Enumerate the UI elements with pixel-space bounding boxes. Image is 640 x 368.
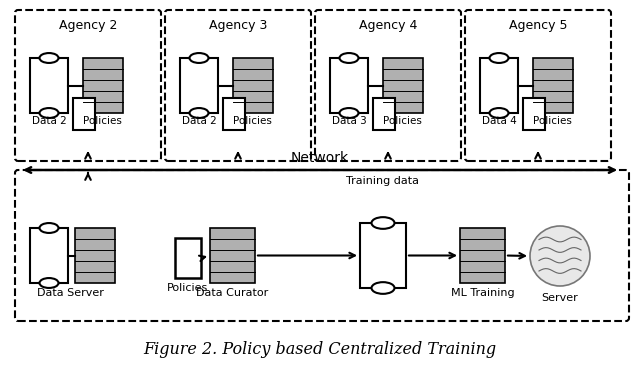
Text: Data 3: Data 3 — [332, 116, 366, 126]
Text: Network: Network — [291, 151, 349, 165]
Text: Agency 5: Agency 5 — [509, 18, 567, 32]
Ellipse shape — [40, 108, 58, 118]
FancyBboxPatch shape — [523, 98, 545, 130]
Text: Agency 2: Agency 2 — [59, 18, 117, 32]
Text: Data Curator: Data Curator — [196, 288, 269, 298]
Ellipse shape — [371, 282, 394, 294]
Text: ML Training: ML Training — [451, 288, 515, 298]
FancyBboxPatch shape — [460, 228, 505, 283]
Circle shape — [530, 226, 590, 286]
Ellipse shape — [339, 108, 358, 118]
Ellipse shape — [189, 53, 209, 63]
FancyBboxPatch shape — [83, 58, 123, 113]
Text: Data Server: Data Server — [36, 288, 104, 298]
FancyBboxPatch shape — [480, 58, 518, 113]
Text: Policies: Policies — [532, 116, 572, 126]
Ellipse shape — [490, 108, 509, 118]
FancyBboxPatch shape — [360, 223, 406, 288]
FancyBboxPatch shape — [175, 238, 201, 278]
Text: Agency 4: Agency 4 — [359, 18, 417, 32]
FancyBboxPatch shape — [30, 58, 68, 113]
FancyBboxPatch shape — [210, 228, 255, 283]
FancyBboxPatch shape — [30, 228, 68, 283]
Text: Training data: Training data — [346, 176, 419, 186]
Ellipse shape — [371, 217, 394, 229]
Text: Policies: Policies — [168, 283, 209, 293]
FancyBboxPatch shape — [383, 58, 423, 113]
FancyBboxPatch shape — [330, 58, 368, 113]
Ellipse shape — [339, 53, 358, 63]
FancyBboxPatch shape — [75, 228, 115, 283]
Text: Policies: Policies — [383, 116, 421, 126]
Text: Policies: Policies — [232, 116, 271, 126]
Ellipse shape — [40, 278, 58, 288]
FancyBboxPatch shape — [223, 98, 245, 130]
FancyBboxPatch shape — [73, 98, 95, 130]
Text: Server: Server — [541, 293, 579, 303]
Text: Policies: Policies — [83, 116, 122, 126]
FancyBboxPatch shape — [373, 98, 395, 130]
Ellipse shape — [490, 53, 509, 63]
Text: Data 4: Data 4 — [482, 116, 516, 126]
FancyBboxPatch shape — [180, 58, 218, 113]
FancyBboxPatch shape — [233, 58, 273, 113]
Ellipse shape — [40, 223, 58, 233]
FancyBboxPatch shape — [533, 58, 573, 113]
Text: Figure 2. Policy based Centralized Training: Figure 2. Policy based Centralized Train… — [143, 342, 497, 358]
Ellipse shape — [189, 108, 209, 118]
Text: Data 2: Data 2 — [182, 116, 216, 126]
Ellipse shape — [40, 53, 58, 63]
Text: Agency 3: Agency 3 — [209, 18, 267, 32]
Text: Data 2: Data 2 — [31, 116, 67, 126]
